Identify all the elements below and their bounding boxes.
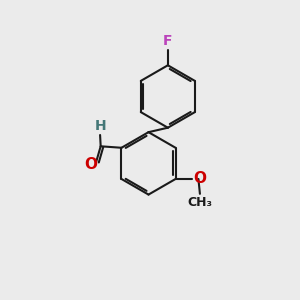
Text: O: O: [194, 172, 206, 187]
Text: F: F: [163, 34, 172, 48]
Text: O: O: [84, 157, 98, 172]
Text: H: H: [94, 119, 106, 133]
Text: CH₃: CH₃: [188, 196, 212, 209]
